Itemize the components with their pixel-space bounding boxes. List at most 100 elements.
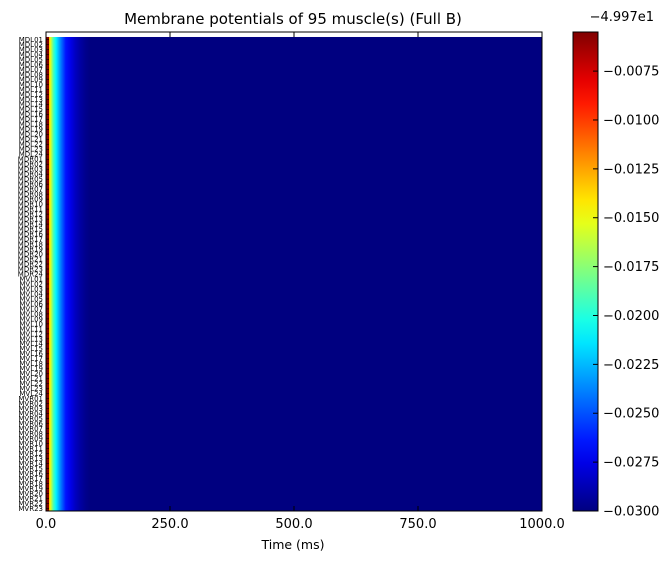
row-label: MVR17	[18, 475, 43, 483]
chart-title: Membrane potentials of 95 muscle(s) (Ful…	[124, 10, 462, 28]
row-label: MDL19	[19, 126, 43, 134]
x-tick-label: 500.0	[275, 517, 312, 532]
x-tick-label: 0.0	[36, 517, 57, 532]
row-label: MVR15	[18, 465, 43, 473]
row-label: MDR09	[18, 196, 43, 204]
row-label: MVL18	[19, 360, 43, 368]
row-label: MDR20	[18, 250, 43, 258]
row-label: MDL05	[19, 56, 43, 64]
heatmap-cells	[46, 36, 542, 511]
colorbar: −0.0300 −0.0275 −0.0250 −0.0225 −0.0200 −0.01…	[572, 31, 659, 520]
row-label: MDR18	[18, 240, 43, 248]
row-label: MDR21	[18, 255, 43, 263]
row-label: MVL14	[19, 340, 43, 348]
row-label: MDR22	[18, 260, 43, 268]
row-label: MVR08	[18, 430, 43, 438]
row-label: MVL06	[19, 300, 43, 308]
row-label: MDL04	[19, 51, 44, 59]
row-label: MVR13	[18, 455, 43, 463]
row-label: MVR14	[18, 460, 43, 468]
row-label: MVR05	[18, 415, 43, 423]
row-label: MDL10	[19, 81, 43, 89]
row-label: MDR15	[18, 225, 43, 233]
colorbar-tick-label: −0.0125	[603, 162, 659, 177]
row-label: MVR06	[18, 420, 43, 428]
row-label: MVL24	[19, 390, 43, 398]
row-label: MDL02	[19, 41, 43, 49]
row-label: MDL14	[19, 101, 44, 109]
colorbar-tick-label: −0.0100	[603, 113, 659, 128]
row-label: MVL13	[19, 335, 43, 343]
row-label: MDR11	[18, 206, 43, 214]
row-label: MDL06	[19, 61, 44, 69]
row-label: MDL13	[19, 96, 43, 104]
row-label: MDL22	[19, 141, 43, 149]
row-label: MDR04	[18, 171, 44, 179]
row-label: MDL21	[19, 136, 43, 144]
row-label: MDR13	[18, 216, 43, 224]
row-label: MDR17	[18, 235, 43, 243]
row-label: MDL07	[19, 66, 43, 74]
row-label: MDL11	[19, 86, 43, 94]
x-tick-label: 1000.0	[519, 517, 565, 532]
plot-area	[45, 31, 543, 512]
row-label: MDR06	[18, 181, 44, 189]
row-label: MDL18	[19, 121, 43, 129]
row-label: MVL17	[19, 355, 43, 363]
row-label: MVL23	[19, 385, 43, 393]
row-label: MDR12	[18, 211, 43, 219]
colorbar-tick-label: −0.0075	[603, 65, 659, 80]
row-label: MVL21	[19, 375, 43, 383]
x-tick-label: 250.0	[151, 517, 188, 532]
row-label: MDL17	[19, 116, 43, 124]
row-label: MDR19	[18, 245, 43, 253]
row-label: MDL16	[19, 111, 44, 119]
x-tick-label: 750.0	[399, 517, 436, 532]
row-label: MVR19	[18, 485, 43, 493]
row-label: MVL12	[19, 330, 43, 338]
row-label: MVR16	[18, 470, 43, 478]
row-label: MVL09	[19, 315, 43, 323]
row-label: MDR01	[18, 156, 43, 164]
row-label: MVR02	[18, 400, 43, 408]
row-label: MVR20	[18, 490, 43, 498]
colorbar-gradient	[572, 31, 599, 512]
row-label: MDL01	[19, 36, 43, 44]
row-label: MDL24	[19, 151, 44, 159]
row-label: MVL20	[19, 370, 43, 378]
row-label: MVL08	[19, 310, 43, 318]
row-label: MVR21	[18, 495, 43, 503]
colorbar-offset-label: −4.997e1	[590, 10, 654, 25]
row-label: MDR10	[18, 201, 43, 209]
row-label: MVR10	[18, 440, 43, 448]
row-label: MDL12	[19, 91, 43, 99]
colorbar-tick-label: −0.0300	[603, 505, 659, 520]
colorbar-tick-label: −0.0275	[603, 456, 659, 471]
row-label: MDR08	[18, 191, 43, 199]
row-label: MDL03	[19, 46, 43, 54]
row-label: MVR09	[18, 435, 43, 443]
row-label: MVL16	[19, 350, 43, 358]
row-label: MVL22	[19, 380, 43, 388]
colorbar-tick-label: −0.0150	[603, 211, 659, 226]
row-labels: MDL01MDL02MDL03MDL04MDL05MDL06MDL07MDL08…	[18, 36, 49, 513]
row-label: MDL15	[19, 106, 43, 114]
row-label: MDR03	[18, 166, 43, 174]
row-label: MVL03	[19, 285, 43, 293]
row-label: MVR07	[18, 425, 43, 433]
row-label: MVR03	[18, 405, 43, 413]
row-label: MDR14	[18, 220, 44, 228]
row-label: MDR07	[18, 186, 43, 194]
row-label: MVL15	[19, 345, 43, 353]
row-label: MVR22	[18, 500, 43, 508]
x-axis: 0.0 250.0 500.0 750.0 1000.0	[36, 32, 565, 532]
row-label: MVL05	[19, 295, 43, 303]
row-label: MVR04	[18, 410, 43, 418]
row-label: MDL09	[19, 76, 43, 84]
row-label: MVL01	[19, 275, 43, 283]
row-label: MDR16	[18, 230, 44, 238]
colorbar-tick-label: −0.0175	[603, 260, 659, 275]
row-label: MDL23	[19, 146, 43, 154]
row-label: MVR23	[18, 505, 43, 513]
